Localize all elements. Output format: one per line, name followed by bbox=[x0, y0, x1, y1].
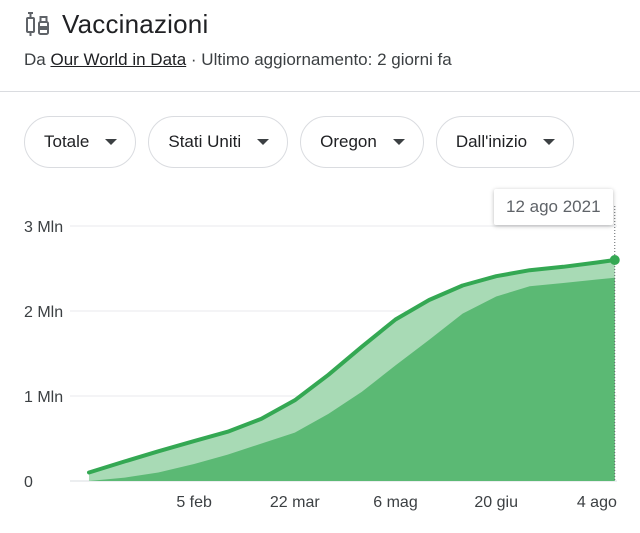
x-tick-label: 22 mar bbox=[270, 494, 320, 511]
filter-label: Oregon bbox=[320, 132, 377, 151]
filter-metric-dropdown[interactable]: Totale bbox=[24, 116, 137, 168]
source-line: Da Our World in Data · Ultimo aggiorname… bbox=[24, 50, 640, 70]
dropdown-caret-icon bbox=[543, 139, 556, 145]
date-tooltip: 12 ago 2021 bbox=[494, 189, 613, 225]
filter-label: Totale bbox=[44, 132, 90, 151]
dropdown-caret-icon bbox=[105, 139, 118, 145]
x-tick-label: 5 feb bbox=[176, 494, 212, 511]
tooltip-date: 12 ago 2021 bbox=[506, 197, 601, 216]
filter-country-dropdown[interactable]: Stati Uniti bbox=[148, 116, 289, 168]
title-row: Vaccinazioni bbox=[24, 6, 640, 42]
source-prefix: Da bbox=[24, 50, 51, 69]
y-tick-label: 0 bbox=[24, 474, 33, 491]
filter-region-dropdown[interactable]: Oregon bbox=[300, 116, 424, 168]
page-title: Vaccinazioni bbox=[62, 8, 209, 39]
x-tick-label: 6 mag bbox=[373, 494, 417, 511]
y-tick-label: 2 Mln bbox=[24, 304, 63, 321]
x-tick-label: 20 giu bbox=[474, 494, 518, 511]
hover-point[interactable] bbox=[609, 255, 620, 265]
y-tick-label: 3 Mln bbox=[24, 219, 63, 236]
chart-header: Vaccinazioni Da Our World in Data · Ulti… bbox=[24, 6, 640, 70]
dropdown-caret-icon bbox=[257, 139, 270, 145]
filter-period-dropdown[interactable]: Dall'inizio bbox=[435, 116, 575, 168]
x-tick-label: 4 ago bbox=[577, 494, 617, 511]
vaccinations-chart[interactable]: 0 1 Mln 2 Mln 3 Mln 5 feb 22 mar 6 mag 20 giu 4 … bbox=[0, 180, 640, 520]
series-1-line bbox=[87, 258, 617, 475]
header-divider bbox=[0, 91, 640, 92]
syringe-vial-icon bbox=[26, 12, 49, 36]
dropdown-caret-icon bbox=[392, 139, 405, 145]
filter-label: Dall'inizio bbox=[455, 132, 528, 151]
series-2-area bbox=[88, 277, 615, 481]
filter-label: Stati Uniti bbox=[168, 132, 242, 151]
source-link[interactable]: Our World in Data bbox=[50, 50, 187, 69]
y-tick-label: 1 Mln bbox=[24, 389, 63, 406]
updated-text: · Ultimo aggiornamento: 2 giorni fa bbox=[186, 50, 452, 69]
filter-bar: Totale Stati Uniti Oregon Dall'inizio bbox=[24, 116, 575, 168]
